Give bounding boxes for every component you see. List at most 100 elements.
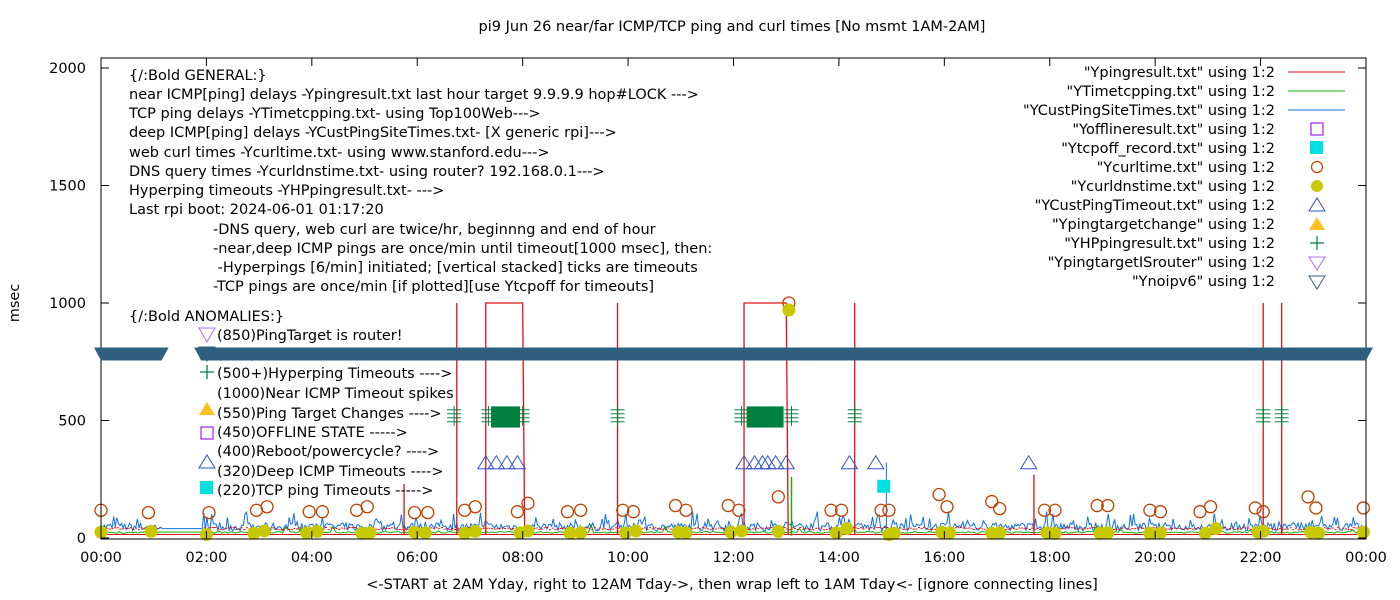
curltime-point bbox=[874, 503, 888, 517]
x-tick-label: 00:00 bbox=[80, 550, 122, 566]
dnstime-point bbox=[724, 525, 738, 539]
hyperping-plus-icon bbox=[200, 365, 214, 379]
dnstime-point bbox=[679, 526, 693, 540]
deep-icmp-timeout-point bbox=[766, 454, 785, 470]
curltime-point bbox=[1143, 503, 1157, 517]
x-tick-label: 00:00 bbox=[1345, 550, 1387, 566]
series-timeout-block-ypingresult bbox=[485, 302, 526, 535]
curltime-point bbox=[315, 505, 330, 519]
offline-square-icon bbox=[200, 426, 214, 440]
legend-swatch-ypingtargetisrouter bbox=[1308, 256, 1326, 271]
dnstime-point bbox=[887, 526, 901, 540]
curltime-point bbox=[302, 505, 316, 519]
dnstime-point bbox=[618, 526, 632, 540]
curltime-point bbox=[360, 500, 374, 514]
curltime-point bbox=[202, 505, 216, 520]
x-tick-label: 02:00 bbox=[186, 550, 228, 566]
curltime-point bbox=[1256, 505, 1270, 519]
noipv6-band bbox=[194, 347, 1373, 361]
dnstime-point bbox=[1198, 526, 1212, 540]
deep-icmp-timeout-point bbox=[487, 454, 506, 470]
anomaly-line: (850)PingTarget is router! bbox=[217, 328, 403, 344]
legend-label: "YTimetcpping.txt" using 1:2 bbox=[1067, 84, 1275, 100]
legend-label: "Ynoipv6" using 1:2 bbox=[1132, 274, 1275, 290]
anomalies-annotations: {/:Bold ANOMALIES:} (850)PingTarget is r… bbox=[129, 309, 454, 499]
deep-icmp-timeout-point bbox=[497, 454, 516, 470]
legend-swatch-yhppingresult bbox=[1310, 236, 1324, 250]
hyperping-dense-block bbox=[491, 406, 521, 428]
data-layer bbox=[94, 296, 1371, 541]
x-tick-label: 10:00 bbox=[607, 550, 649, 566]
curltime-point bbox=[824, 503, 838, 517]
legend-label: "Ypingresult.txt" using 1:2 bbox=[1084, 65, 1275, 81]
y-tick-label: 2000 bbox=[49, 61, 86, 77]
x-axis-label: <-START at 2AM Yday, right to 12AM Tday-… bbox=[366, 577, 1098, 593]
dnstime-point bbox=[458, 526, 472, 540]
curltime-point bbox=[521, 496, 535, 510]
curltime-point bbox=[1037, 503, 1052, 517]
deep-icmp-timeout-point bbox=[753, 454, 772, 470]
noipv6-band bbox=[94, 347, 169, 361]
x-tick-label: 18:00 bbox=[1029, 550, 1071, 566]
deep-icmp-timeout-point bbox=[745, 454, 764, 470]
curltime-point bbox=[679, 503, 693, 517]
ping-target-change-icon bbox=[199, 402, 215, 415]
anomaly-line: (550)Ping Target Changes ----> bbox=[217, 406, 442, 422]
anomaly-line: (400)Reboot/powercycle? ----> bbox=[217, 444, 439, 460]
curltime-point bbox=[616, 503, 630, 517]
dnstime-point bbox=[574, 526, 588, 540]
curltime-point bbox=[1193, 505, 1207, 519]
deep-icmp-timeout-point bbox=[866, 454, 885, 470]
curltime-point bbox=[1090, 498, 1104, 513]
deep-icmp-timeout-point bbox=[1019, 454, 1038, 470]
note-line: -TCP pings are once/min [if plotted][use… bbox=[213, 279, 654, 295]
general-line: web curl times -Ycurltime.txt- using www… bbox=[129, 145, 550, 161]
y-tick-label: 0 bbox=[77, 531, 86, 547]
y-tick-label: 1500 bbox=[49, 179, 86, 195]
legend-label: "Yofflineresult.txt" using 1:2 bbox=[1072, 122, 1275, 138]
legend-label: "YHPpingresult.txt" using 1:2 bbox=[1064, 236, 1275, 252]
deep-icmp-timeout-point bbox=[508, 454, 527, 470]
dnstime-point bbox=[310, 524, 324, 538]
dnstime-point bbox=[408, 525, 422, 539]
dnstime-point bbox=[247, 526, 261, 540]
dnstime-point bbox=[629, 524, 643, 538]
legend-swatch-ynoipv6 bbox=[1308, 275, 1326, 290]
dnstime-point bbox=[829, 526, 843, 540]
general-line: near ICMP[ping] delays -Ypingresult.txt … bbox=[129, 87, 699, 103]
deep-icmp-timeout-icon bbox=[198, 454, 216, 469]
dnstime-point bbox=[418, 526, 432, 540]
curltime-point bbox=[1301, 490, 1315, 504]
legend-swatch-yofflineresult bbox=[1310, 122, 1324, 136]
curltime-point bbox=[940, 500, 954, 514]
y-tick-label: 500 bbox=[58, 414, 86, 430]
axis-ticks: 0 500 1000 1500 2000 00:00 02:00 04:00 06:00 08:0… bbox=[49, 58, 1387, 566]
curltime-point bbox=[993, 501, 1007, 516]
curltime-point bbox=[771, 490, 785, 504]
dnstime-point bbox=[840, 522, 854, 536]
note-line: -DNS query, web curl are twice/hr, begin… bbox=[213, 222, 656, 238]
general-line: deep ICMP[ping] delays -YCustPingSiteTim… bbox=[129, 125, 617, 141]
curltime-point bbox=[1248, 501, 1262, 515]
dnstime-point bbox=[993, 526, 1007, 540]
curltime-point bbox=[1356, 501, 1371, 515]
dnstime-point bbox=[300, 526, 314, 540]
legend-swatch-ypingtargetchange bbox=[1309, 217, 1325, 230]
legend-label: "Ytcpoff_record.txt" using 1:2 bbox=[1061, 141, 1275, 157]
dnstime-point bbox=[144, 524, 158, 538]
series-timeout-block-ypingresult bbox=[743, 302, 789, 535]
chart-title: pi9 Jun 26 near/far ICMP/TCP ping and cu… bbox=[479, 19, 986, 35]
curltime-point bbox=[1101, 498, 1115, 513]
dnstime-point bbox=[257, 524, 271, 538]
deep-icmp-timeout-point bbox=[735, 454, 753, 470]
dnstime-point bbox=[1048, 526, 1062, 540]
dnstime-point bbox=[563, 526, 577, 540]
deep-icmp-timeout-point bbox=[840, 454, 859, 470]
curltime-point bbox=[834, 503, 849, 517]
curltime-point bbox=[1309, 501, 1323, 515]
x-tick-label: 12:00 bbox=[713, 550, 755, 566]
tcp-timeout-square-icon bbox=[200, 481, 213, 494]
dnstime-point bbox=[468, 524, 482, 538]
noipv6-band-layer bbox=[94, 347, 1373, 361]
